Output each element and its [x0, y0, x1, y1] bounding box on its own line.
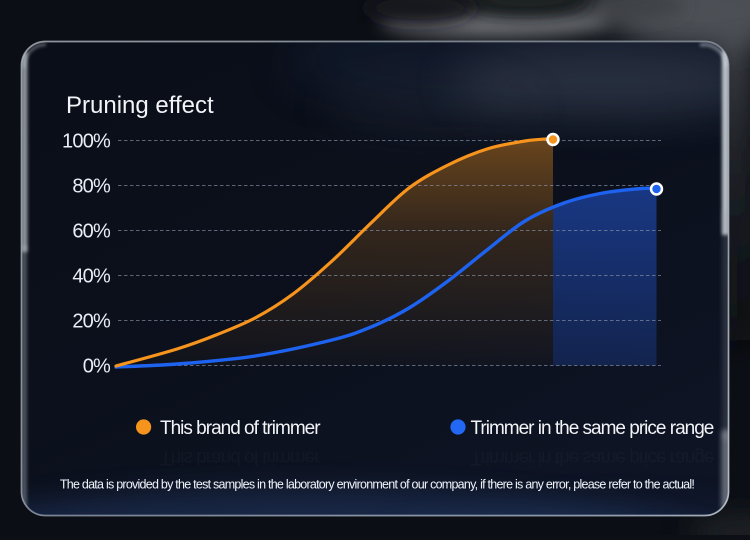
svg-text:Trimmer in the same price rang: Trimmer in the same price range	[471, 447, 714, 468]
svg-text:This brand of trimmer: This brand of trimmer	[160, 418, 321, 439]
svg-text:80%: 80%	[72, 176, 111, 198]
svg-text:Trimmer in the same price rang: Trimmer in the same price range	[471, 418, 714, 439]
svg-text:100%: 100%	[62, 131, 111, 153]
svg-text:20%: 20%	[72, 311, 111, 333]
svg-text:The data is provided by the te: The data is provided by the test samples…	[60, 478, 694, 492]
svg-text:40%: 40%	[72, 266, 111, 288]
svg-text:0%: 0%	[83, 356, 111, 378]
svg-text:60%: 60%	[72, 221, 111, 243]
svg-text:This brand of trimmer: This brand of trimmer	[160, 447, 321, 468]
svg-text:Pruning effect: Pruning effect	[66, 92, 214, 119]
